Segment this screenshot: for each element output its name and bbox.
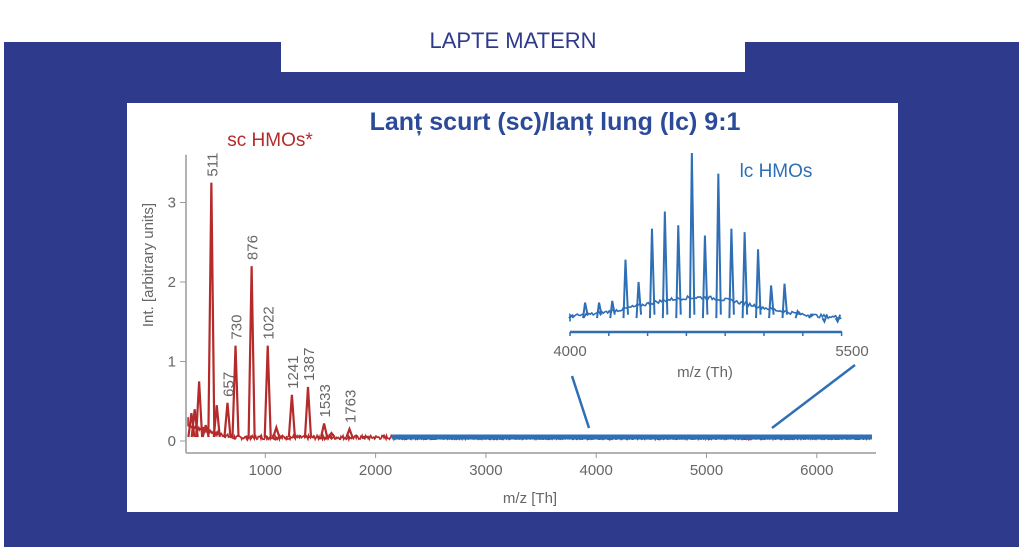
lc-peak (821, 314, 828, 324)
zoom-connector-left (570, 375, 591, 429)
y-tick-label: 3 (168, 195, 176, 212)
sc-peak (223, 402, 232, 438)
y-tick-label: 0 (168, 433, 176, 450)
legend-sc-hmos: sc HMOs* (227, 130, 313, 151)
y-axis-label: Int. [arbitrary units] (140, 203, 157, 327)
lc-peak (661, 211, 669, 319)
sc-peak (303, 386, 313, 438)
slide-title: LAPTE MATERN (429, 28, 597, 53)
sc-peak (231, 345, 240, 438)
lc-peak (635, 281, 643, 319)
x-tick-label: 5000 (690, 462, 723, 479)
x-tick-label: 4000 (580, 462, 613, 479)
lc-peak (609, 300, 616, 319)
peak-label: 1533 (317, 384, 334, 417)
peak-label: 511 (204, 153, 221, 177)
lc-peak (715, 173, 722, 319)
lc-peak (582, 302, 589, 319)
sc-peak (320, 423, 329, 438)
lc-peak (755, 249, 762, 319)
y-tick-label: 2 (168, 274, 176, 291)
x-tick-label: 3000 (469, 462, 502, 479)
legend-lc-hmos: lc HMOs (740, 161, 813, 182)
sc-peak (287, 394, 296, 438)
lc-peak (688, 152, 696, 319)
sc-peak (263, 345, 272, 438)
lc-peak (834, 314, 842, 324)
sc-peak (207, 182, 216, 438)
lc-peak (622, 259, 629, 319)
lc-peak (741, 232, 749, 319)
sc-peak (327, 431, 336, 438)
sc-peak (272, 423, 281, 438)
x-tick-label: 2000 (359, 462, 392, 479)
sc-peak (212, 405, 221, 438)
peak-label: 1387 (301, 348, 318, 381)
lc-peak (596, 302, 603, 319)
zoom-connector-right (771, 364, 856, 429)
peak-label: 1763 (342, 390, 359, 423)
lc-peak (808, 313, 814, 319)
sc-peak (345, 425, 354, 438)
x-tick-label: 1000 (249, 462, 282, 479)
sc-peak (247, 266, 256, 438)
x-axis-label: m/z [Th] (503, 490, 557, 507)
title-tab (281, 0, 745, 72)
lc-peak (728, 228, 735, 319)
x-tick-label: 6000 (800, 462, 833, 479)
y-tick-label: 1 (168, 354, 176, 371)
lc-peak (768, 285, 775, 319)
peak-label: 730 (229, 315, 246, 340)
lc-peak (675, 225, 682, 319)
inset-tick-label: 5500 (835, 343, 868, 360)
lc-peak (701, 235, 709, 319)
lc-peak (648, 228, 656, 319)
peak-label: 1022 (261, 306, 278, 339)
lc-peak (781, 283, 789, 319)
inset-tick-label: 4000 (553, 343, 586, 360)
lc-peak (568, 313, 574, 319)
peak-label: 1241 (285, 356, 302, 389)
sc-peak (195, 381, 204, 438)
lc-peak (794, 309, 801, 319)
chart-title: Lanț scurt (sc)/lanț lung (lc) 9:1 (370, 108, 741, 136)
peak-label: 876 (245, 235, 262, 260)
inset-x-axis-label: m/z (Th) (677, 364, 733, 381)
